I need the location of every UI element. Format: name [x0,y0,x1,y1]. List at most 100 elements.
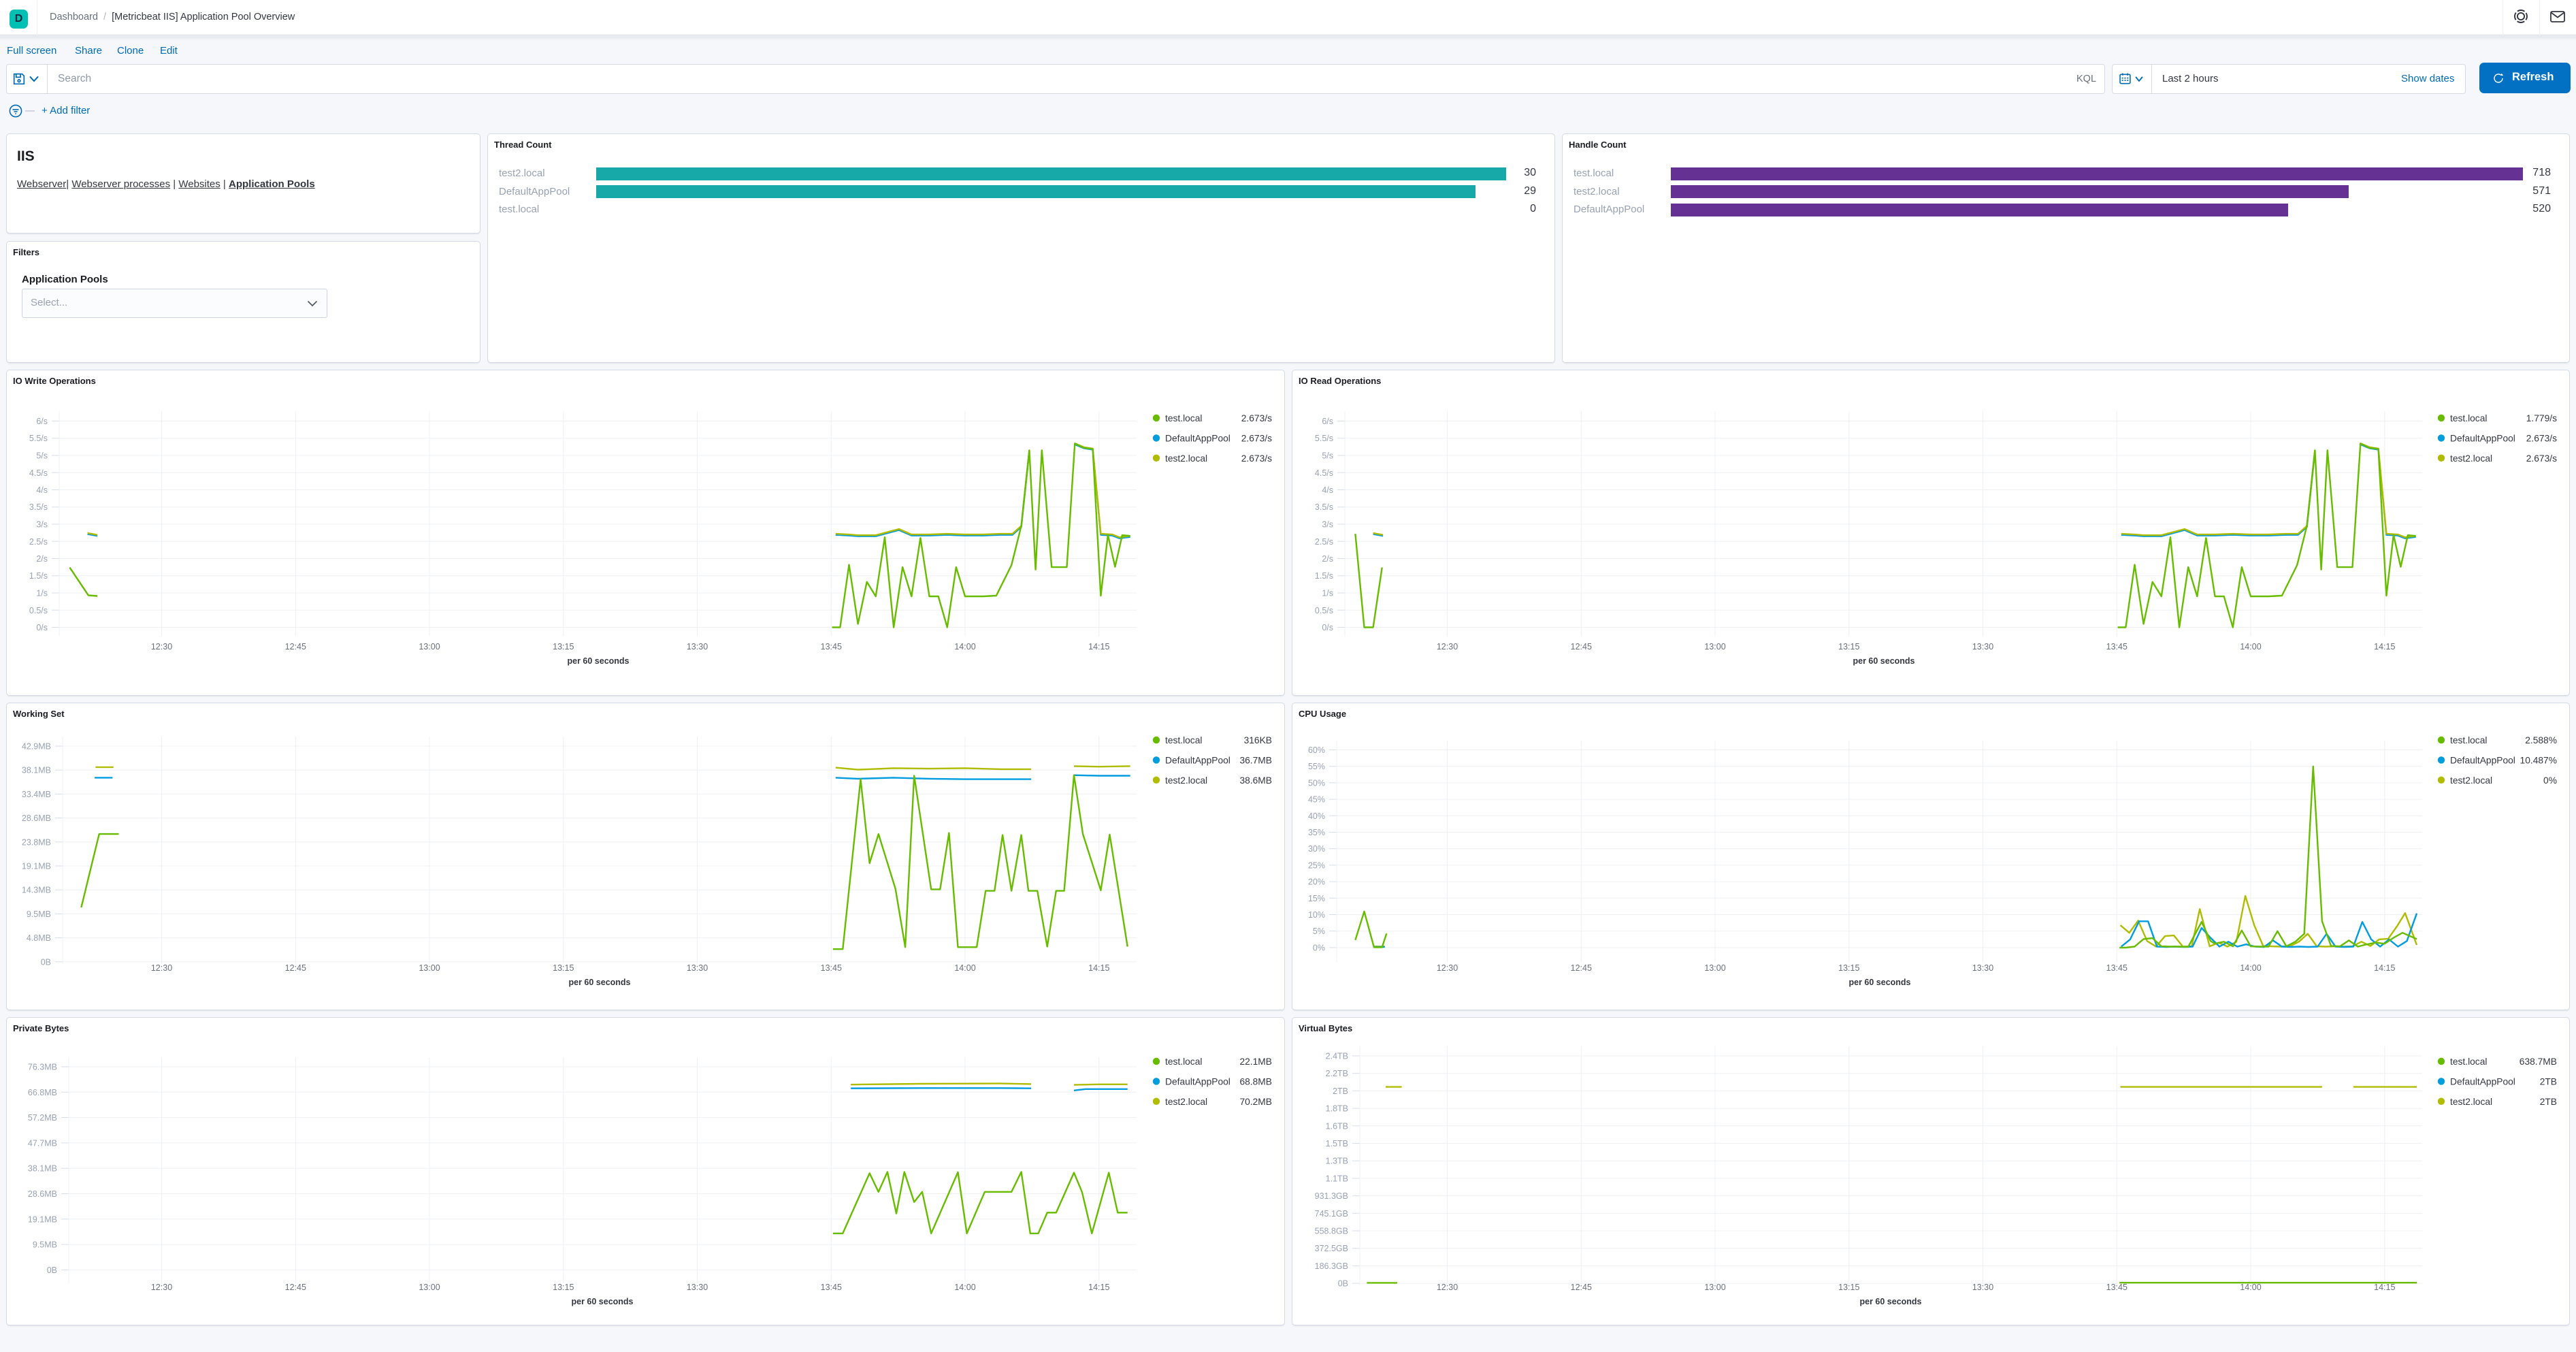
svg-text:per 60 seconds: per 60 seconds [571,1297,633,1306]
svg-text:28.6MB: 28.6MB [22,814,51,823]
svg-text:DefaultAppPool: DefaultAppPool [1165,755,1230,765]
svg-text:test.local: test.local [1165,735,1202,745]
svg-text:2TB: 2TB [2540,1076,2557,1087]
svg-text:13:45: 13:45 [2106,642,2127,651]
svg-text:4.8MB: 4.8MB [27,933,51,943]
svg-text:5/s: 5/s [36,451,48,461]
svg-text:40%: 40% [1308,811,1325,821]
svg-text:14:15: 14:15 [1088,642,1109,651]
svg-text:2.5/s: 2.5/s [1315,537,1333,547]
svg-text:1/s: 1/s [1322,589,1333,598]
svg-text:test.local: test.local [1165,1057,1202,1067]
svg-text:13:15: 13:15 [553,642,574,651]
svg-text:12:45: 12:45 [1571,1283,1592,1292]
svg-text:14:15: 14:15 [1088,1283,1109,1292]
svg-text:13:30: 13:30 [1972,642,1993,651]
svg-text:14:00: 14:00 [954,963,975,973]
svg-text:4/s: 4/s [36,485,48,495]
svg-text:0B: 0B [41,957,51,967]
svg-text:14:00: 14:00 [954,642,975,651]
svg-text:0/s: 0/s [1322,623,1333,632]
svg-text:0B: 0B [47,1266,57,1275]
svg-text:13:00: 13:00 [419,642,440,651]
svg-text:per 60 seconds: per 60 seconds [1859,1297,1921,1306]
svg-text:13:00: 13:00 [1704,642,1725,651]
svg-text:14:00: 14:00 [2240,642,2261,651]
svg-text:4/s: 4/s [1322,485,1333,495]
svg-text:2.673/s: 2.673/s [1241,453,1272,464]
svg-text:1.5TB: 1.5TB [1326,1139,1348,1148]
svg-text:1.3TB: 1.3TB [1326,1157,1348,1166]
svg-text:12:30: 12:30 [151,642,172,651]
svg-text:12:45: 12:45 [285,1283,306,1292]
svg-text:test2.local: test2.local [2450,1097,2492,1107]
svg-text:20%: 20% [1308,878,1325,887]
svg-text:test.local: test.local [2450,413,2487,423]
svg-text:35%: 35% [1308,828,1325,837]
svg-text:19.1MB: 19.1MB [22,862,51,871]
svg-text:14:15: 14:15 [2374,963,2395,973]
svg-text:12:45: 12:45 [285,642,306,651]
svg-text:70.2MB: 70.2MB [1239,1097,1272,1107]
svg-text:55%: 55% [1308,762,1325,771]
svg-text:14:00: 14:00 [954,1283,975,1292]
svg-text:372.5GB: 372.5GB [1315,1244,1348,1253]
svg-text:2TB: 2TB [1333,1087,1348,1096]
svg-text:13:45: 13:45 [2106,963,2127,973]
svg-text:68.8MB: 68.8MB [1239,1076,1272,1087]
svg-text:1.8TB: 1.8TB [1326,1104,1348,1114]
svg-text:6/s: 6/s [36,417,48,426]
svg-text:12:30: 12:30 [151,1283,172,1292]
svg-text:2.588%: 2.588% [2525,735,2557,745]
svg-text:DefaultAppPool: DefaultAppPool [1165,1076,1230,1087]
svg-text:14.3MB: 14.3MB [22,886,51,895]
svg-text:DefaultAppPool: DefaultAppPool [2450,1076,2515,1087]
svg-text:13:30: 13:30 [1972,963,1993,973]
svg-text:2.673/s: 2.673/s [2526,453,2557,464]
svg-text:13:30: 13:30 [1972,1283,1993,1292]
svg-text:10%: 10% [1308,910,1325,920]
svg-text:2/s: 2/s [36,554,48,564]
svg-text:per 60 seconds: per 60 seconds [1848,978,1910,987]
svg-text:DefaultAppPool: DefaultAppPool [2450,755,2515,765]
svg-text:15%: 15% [1308,894,1325,903]
svg-text:13:45: 13:45 [821,1283,842,1292]
svg-text:9.5MB: 9.5MB [33,1240,57,1250]
svg-text:186.3GB: 186.3GB [1315,1261,1348,1271]
svg-text:13:30: 13:30 [687,1283,708,1292]
svg-text:2.4TB: 2.4TB [1326,1052,1348,1061]
svg-text:5%: 5% [1313,927,1325,936]
svg-text:0%: 0% [2543,775,2557,786]
svg-text:test2.local: test2.local [1165,453,1207,464]
svg-text:38.1MB: 38.1MB [22,766,51,775]
svg-text:per 60 seconds: per 60 seconds [1853,656,1914,666]
svg-text:931.3GB: 931.3GB [1315,1191,1348,1201]
svg-text:3.5/s: 3.5/s [29,502,48,512]
svg-text:5.5/s: 5.5/s [1315,434,1333,443]
svg-text:DefaultAppPool: DefaultAppPool [2450,433,2515,443]
svg-text:per 60 seconds: per 60 seconds [568,978,630,987]
svg-text:0B: 0B [1338,1279,1348,1289]
svg-text:10.487%: 10.487% [2520,755,2557,765]
svg-text:per 60 seconds: per 60 seconds [567,656,629,666]
svg-text:638.7MB: 638.7MB [2520,1057,2557,1067]
svg-text:25%: 25% [1308,860,1325,870]
svg-text:13:00: 13:00 [419,1283,440,1292]
svg-text:14:15: 14:15 [2374,1283,2395,1292]
svg-text:13:15: 13:15 [1838,963,1859,973]
svg-text:66.8MB: 66.8MB [28,1088,57,1097]
svg-text:test.local: test.local [1165,413,1202,423]
svg-text:2.673/s: 2.673/s [2526,433,2557,443]
svg-text:38.6MB: 38.6MB [1239,775,1272,786]
svg-text:test2.local: test2.local [2450,453,2492,464]
svg-text:test2.local: test2.local [1165,1097,1207,1107]
svg-text:1.1TB: 1.1TB [1326,1174,1348,1183]
svg-text:9.5MB: 9.5MB [27,910,51,919]
svg-text:4.5/s: 4.5/s [29,468,48,478]
svg-text:12:30: 12:30 [1437,963,1458,973]
svg-text:12:30: 12:30 [1437,1283,1458,1292]
svg-text:60%: 60% [1308,745,1325,755]
svg-text:12:45: 12:45 [285,963,306,973]
svg-text:76.3MB: 76.3MB [28,1063,57,1072]
svg-text:14:15: 14:15 [2374,642,2395,651]
